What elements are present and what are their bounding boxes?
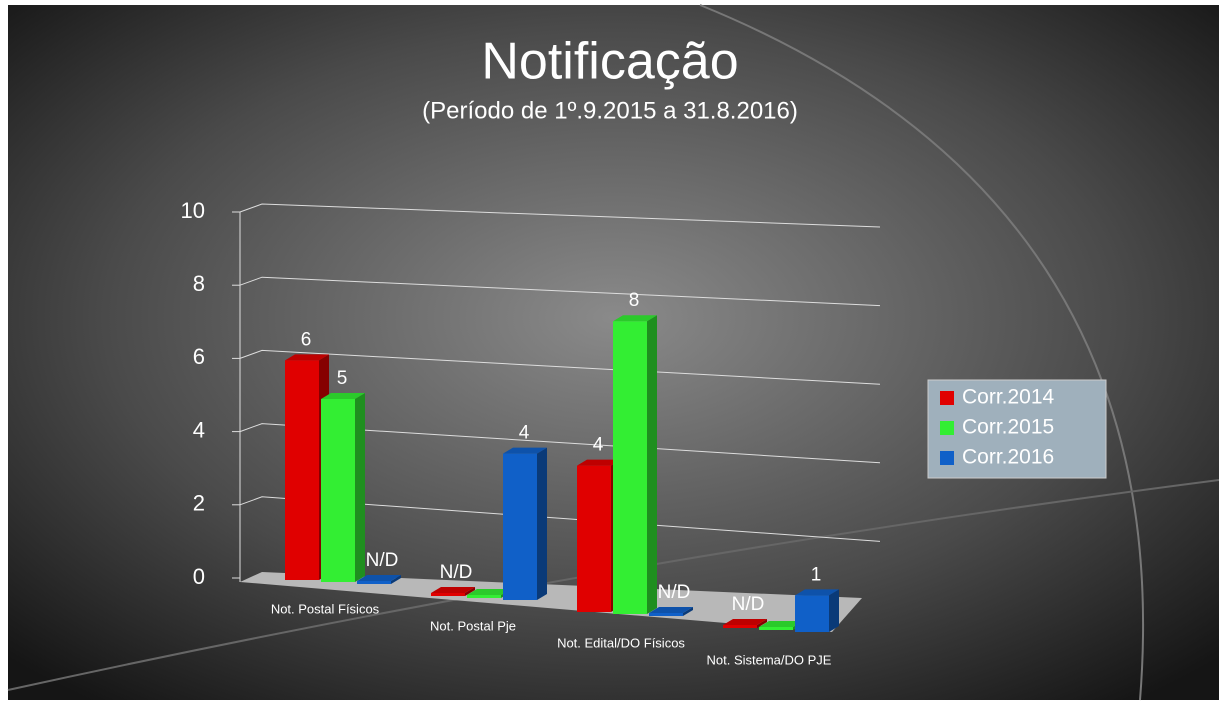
y-tick-label: 0	[193, 564, 205, 589]
bar-face	[829, 589, 839, 632]
y-tick-label: 2	[193, 491, 205, 516]
legend-label: Corr.2015	[962, 416, 1054, 439]
chart-title: Notificação	[481, 33, 738, 91]
x-tick-label: Not. Sistema/DO PJE	[707, 652, 832, 667]
bar	[321, 393, 365, 582]
grid-line	[239, 276, 881, 307]
bar-face	[757, 619, 767, 628]
y-tick-label: 6	[193, 344, 205, 369]
bar-face	[649, 613, 683, 616]
bar-face	[321, 393, 365, 399]
y-tick-label: 10	[181, 198, 205, 223]
bar-face	[467, 589, 511, 595]
empty-slot	[649, 607, 693, 616]
legend-swatch	[940, 421, 954, 435]
empty-slot	[723, 619, 767, 628]
x-tick-label: Not. Postal Pje	[430, 618, 516, 633]
bar-face	[649, 607, 693, 613]
bar-face	[285, 360, 319, 580]
bar-face	[431, 593, 465, 596]
legend-label: Corr.2014	[962, 386, 1055, 409]
grid-line	[239, 496, 881, 542]
y-tick-label: 4	[193, 417, 205, 442]
bar-face	[759, 621, 803, 627]
bar-face	[683, 607, 693, 616]
bar-face	[613, 321, 647, 614]
bar-face	[795, 595, 829, 632]
data-label: N/D	[440, 562, 473, 583]
grid-line	[239, 203, 881, 228]
bar-face	[321, 399, 355, 582]
floor	[240, 572, 862, 632]
bar-face	[503, 447, 547, 454]
bar	[503, 447, 547, 600]
legend-swatch	[940, 451, 954, 465]
bar-face	[759, 627, 793, 630]
bar	[613, 315, 657, 614]
data-label: 1	[811, 564, 822, 585]
chart-subtitle: (Período de 1º.9.2015 a 31.8.2016)	[422, 97, 798, 124]
bar-face	[647, 315, 657, 614]
empty-slot	[357, 575, 401, 584]
data-label: 8	[629, 290, 640, 311]
bar-face	[613, 315, 657, 322]
data-label: 6	[301, 329, 312, 350]
bar-face	[285, 354, 329, 361]
grid-line	[239, 423, 881, 464]
data-label: N/D	[366, 550, 399, 571]
bar-face	[537, 447, 547, 600]
data-label: 4	[519, 423, 530, 444]
legend-swatch	[940, 391, 954, 405]
bar-face	[357, 581, 391, 584]
bar-face	[391, 575, 401, 584]
bar-face	[577, 465, 611, 612]
bar-face	[357, 575, 401, 581]
legend	[927, 379, 1107, 479]
bar	[795, 589, 839, 632]
bar-face	[723, 625, 757, 628]
bar-face	[355, 393, 365, 582]
bar-face	[503, 453, 537, 600]
data-label: N/D	[732, 594, 765, 615]
x-tick-label: Not. Edital/DO Físicos	[557, 635, 685, 650]
bar-face	[431, 587, 475, 593]
bar-face	[723, 619, 767, 625]
empty-slot	[431, 587, 475, 596]
data-label: N/D	[658, 582, 691, 603]
x-tick-label: Not. Postal Físicos	[271, 601, 380, 616]
bar-face	[795, 589, 839, 596]
decor-arc	[699, 4, 1144, 701]
bar-face	[577, 459, 621, 466]
y-tick-label: 8	[193, 271, 205, 296]
legend-label: Corr.2016	[962, 446, 1054, 469]
bar-face	[467, 595, 501, 598]
data-label: 5	[337, 368, 348, 389]
data-label: 4	[593, 435, 604, 456]
bar-face	[465, 587, 475, 596]
grid-line	[239, 349, 881, 385]
